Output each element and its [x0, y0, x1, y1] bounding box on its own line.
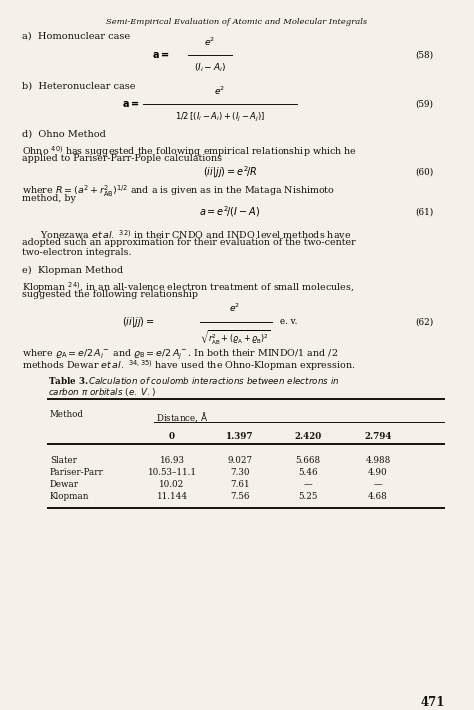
- Text: Method: Method: [50, 410, 84, 419]
- Text: e. v.: e. v.: [280, 317, 297, 327]
- Text: Ohno $^{40)}$ has suggested the following empirical relationship which he: Ohno $^{40)}$ has suggested the followin…: [22, 144, 357, 158]
- Text: (61): (61): [415, 207, 433, 217]
- Text: Klopman $^{24)}$, in an all-valence electron treatment of small molecules,: Klopman $^{24)}$, in an all-valence elec…: [22, 280, 354, 295]
- Text: —: —: [304, 480, 312, 489]
- Text: 16.93: 16.93: [159, 456, 184, 465]
- Text: $a=e^2\!/(I-A)$: $a=e^2\!/(I-A)$: [200, 204, 261, 219]
- Text: 471: 471: [420, 696, 445, 709]
- Text: 5.25: 5.25: [298, 492, 318, 501]
- Text: e)  Klopman Method: e) Klopman Method: [22, 266, 123, 275]
- Text: applied to Pariser-Parr-Pople calculations: applied to Pariser-Parr-Pople calculatio…: [22, 154, 222, 163]
- Text: Pariser-Parr: Pariser-Parr: [50, 468, 104, 477]
- Text: Dewar: Dewar: [50, 480, 79, 489]
- Text: $e^2$: $e^2$: [229, 302, 241, 314]
- Text: $(ii|jj)=e^2\!/R$: $(ii|jj)=e^2\!/R$: [203, 164, 257, 180]
- Text: $\it{Calculation\ of\ coulomb\ interactions\ between\ electrons\ in}$: $\it{Calculation\ of\ coulomb\ interacti…: [88, 375, 339, 386]
- Text: 1.397: 1.397: [226, 432, 254, 441]
- Text: Klopman: Klopman: [50, 492, 90, 501]
- Text: b)  Heteronuclear case: b) Heteronuclear case: [22, 82, 136, 91]
- Text: method, by: method, by: [22, 194, 76, 203]
- Text: 7.30: 7.30: [230, 468, 250, 477]
- Text: (62): (62): [415, 317, 433, 327]
- Text: 4.68: 4.68: [368, 492, 388, 501]
- Text: 10.53–11.1: 10.53–11.1: [147, 468, 197, 477]
- Text: $e^2$: $e^2$: [204, 36, 216, 48]
- Text: $\sqrt{r^2_{\rm AB}+(\varrho_{\rm A}+\varrho_{\rm B})^2}$: $\sqrt{r^2_{\rm AB}+(\varrho_{\rm A}+\va…: [200, 329, 270, 347]
- Text: adopted such an approximation for their evaluation of the two-center: adopted such an approximation for their …: [22, 238, 355, 247]
- Text: $\bf{a}=$: $\bf{a}=$: [153, 50, 170, 60]
- Text: 2.794: 2.794: [364, 432, 392, 441]
- Text: where $\varrho_{\rm A}=e/2\,A_i^-$ and $\varrho_{\rm B}=e/2\,A_j^-$. In both the: where $\varrho_{\rm A}=e/2\,A_i^-$ and $…: [22, 348, 338, 362]
- Text: two-electron integrals.: two-electron integrals.: [22, 248, 131, 257]
- Text: (60): (60): [415, 168, 433, 177]
- Text: suggested the following relationship: suggested the following relationship: [22, 290, 198, 299]
- Text: 7.56: 7.56: [230, 492, 250, 501]
- Text: 4.988: 4.988: [365, 456, 391, 465]
- Text: 10.02: 10.02: [159, 480, 185, 489]
- Text: 2.420: 2.420: [294, 432, 322, 441]
- Text: Slater: Slater: [50, 456, 77, 465]
- Text: $(I_i-A_i)$: $(I_i-A_i)$: [194, 62, 226, 75]
- Text: methods Dewar $\it{et\,al.}$ $^{34,35)}$ have used the Ohno-Klopman expression.: methods Dewar $\it{et\,al.}$ $^{34,35)}$…: [22, 358, 355, 373]
- Text: Semi-Empirical Evaluation of Atomic and Molecular Integrals: Semi-Empirical Evaluation of Atomic and …: [107, 18, 367, 26]
- Text: $\it{carbon}$ $\it{\pi}$ $\it{orbitals\ (e.\ V.)}$: $\it{carbon}$ $\it{\pi}$ $\it{orbitals\ …: [48, 386, 156, 398]
- Text: $\bf{a}=$: $\bf{a}=$: [122, 99, 140, 109]
- Text: 0: 0: [169, 432, 175, 441]
- Text: $1/2\,[(I_i-A_i)+(I_j-A_j)]$: $1/2\,[(I_i-A_i)+(I_j-A_j)]$: [175, 111, 265, 124]
- Text: 5.46: 5.46: [298, 468, 318, 477]
- Text: Yonezawa $\it{et\,al.}$ $^{32)}$ in their CNDO and INDO level methods have: Yonezawa $\it{et\,al.}$ $^{32)}$ in thei…: [40, 228, 351, 241]
- Text: where $R=(a^2+r^2_{\rm AB})^{1/2}$ and a is given as in the Mataga Nishimoto: where $R=(a^2+r^2_{\rm AB})^{1/2}$ and a…: [22, 184, 335, 200]
- Text: 5.668: 5.668: [295, 456, 320, 465]
- Text: Table 3.$\;$: Table 3.$\;$: [48, 375, 89, 386]
- Text: 7.61: 7.61: [230, 480, 250, 489]
- Text: a)  Homonuclear case: a) Homonuclear case: [22, 32, 130, 41]
- Text: (59): (59): [415, 99, 433, 109]
- Text: 9.027: 9.027: [228, 456, 253, 465]
- Text: Distance, $\rm\AA$: Distance, $\rm\AA$: [156, 410, 208, 424]
- Text: $(ii|jj)=$: $(ii|jj)=$: [122, 315, 155, 329]
- Text: 4.90: 4.90: [368, 468, 388, 477]
- Text: 11.144: 11.144: [156, 492, 188, 501]
- Text: —: —: [374, 480, 383, 489]
- Text: (58): (58): [415, 50, 433, 60]
- Text: $e^2$: $e^2$: [214, 84, 226, 97]
- Text: d)  Ohno Method: d) Ohno Method: [22, 130, 106, 139]
